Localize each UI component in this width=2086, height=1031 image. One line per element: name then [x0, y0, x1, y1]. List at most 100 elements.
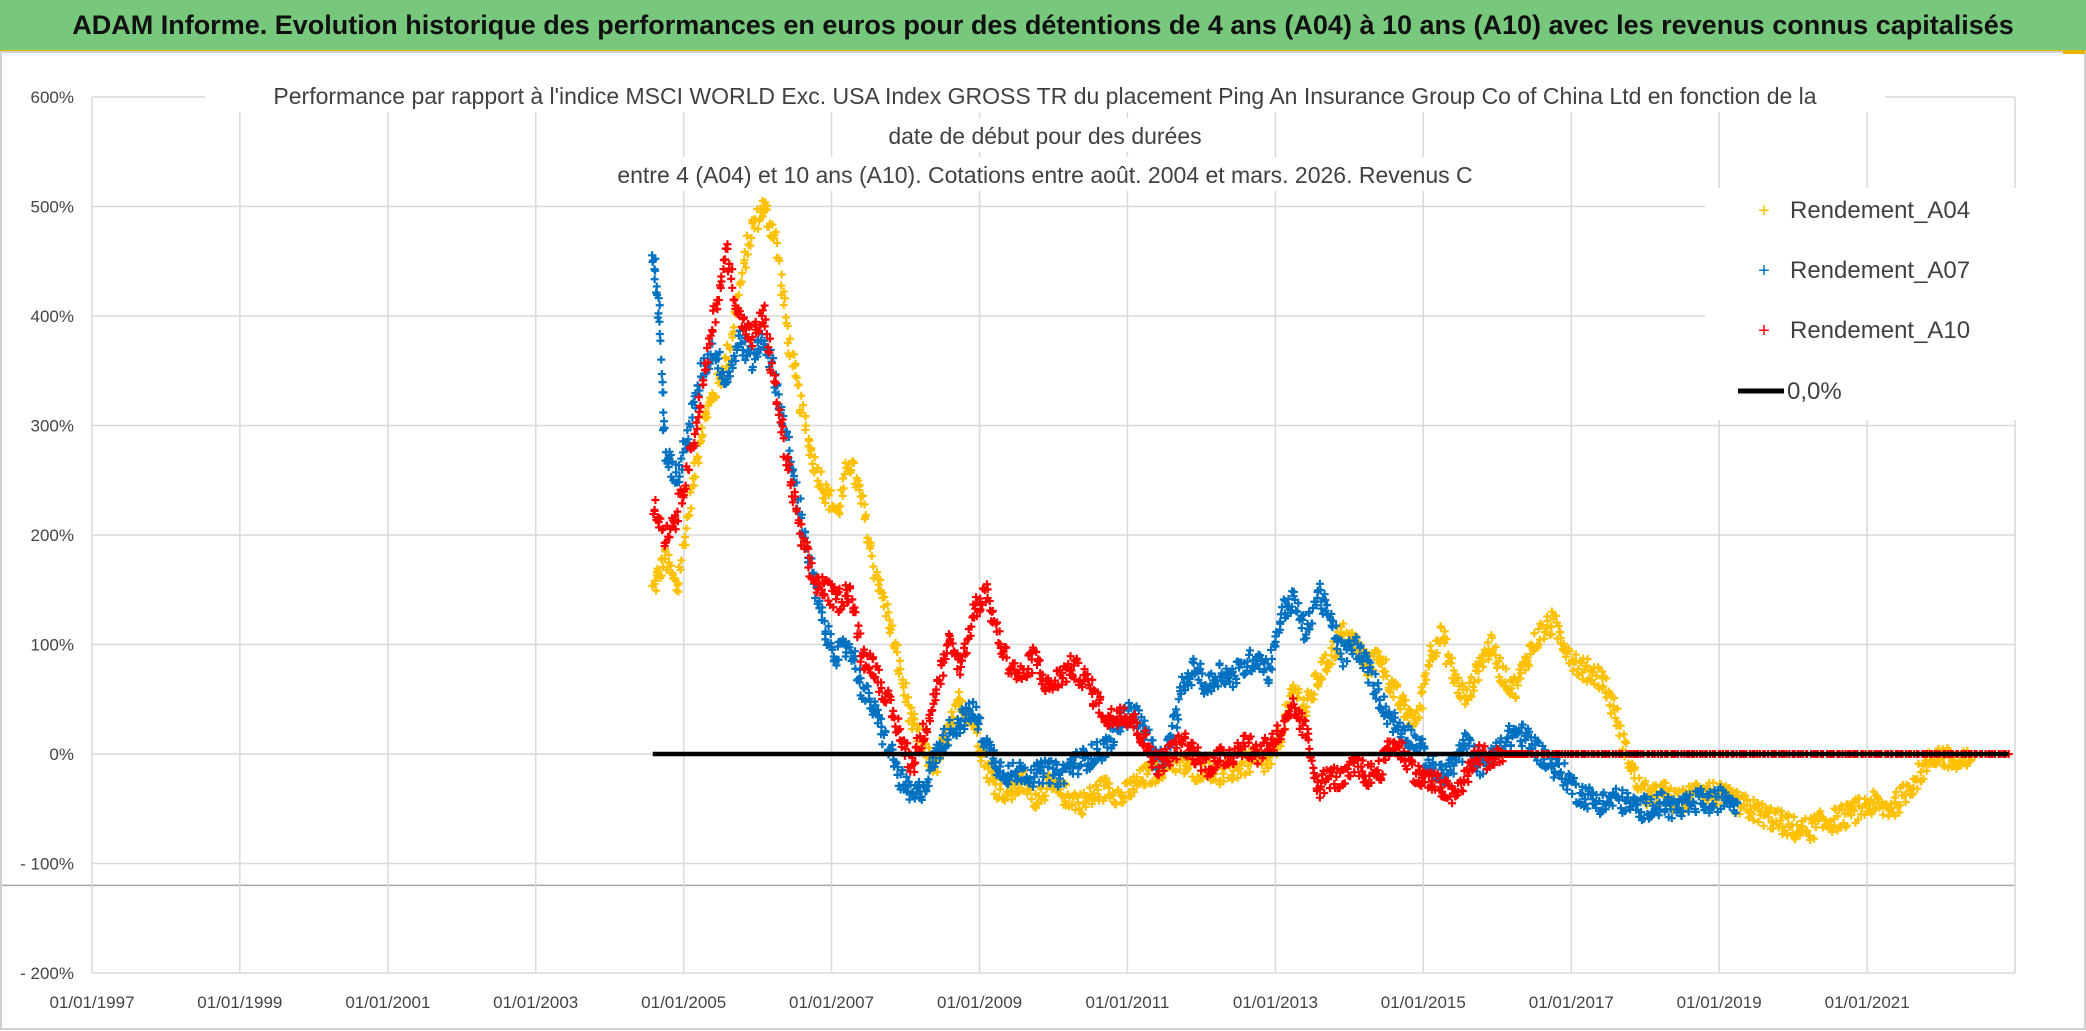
data-point [676, 565, 685, 574]
data-point [715, 348, 724, 357]
data-point [1637, 808, 1646, 817]
data-point [1505, 721, 1514, 730]
data-point [1196, 679, 1205, 688]
data-point [1462, 694, 1471, 703]
x-tick-label: 01/01/2013 [1233, 993, 1318, 1012]
data-point [1058, 792, 1067, 801]
data-point [779, 300, 788, 309]
data-point [1854, 815, 1863, 824]
data-point [893, 641, 902, 650]
data-point [1187, 681, 1196, 690]
data-point [821, 498, 830, 507]
data-point [713, 305, 722, 314]
data-point [1390, 713, 1399, 722]
data-point [1776, 816, 1785, 825]
data-point [1418, 704, 1427, 713]
data-point [1321, 606, 1330, 615]
data-point [1901, 797, 1910, 806]
data-point [1219, 769, 1228, 778]
data-point [675, 472, 684, 481]
data-point [748, 363, 757, 372]
data-point [808, 459, 817, 468]
data-point [1554, 621, 1563, 630]
data-point [914, 724, 923, 733]
data-point [1538, 741, 1547, 750]
data-point [829, 603, 838, 612]
data-point [1215, 659, 1224, 668]
data-point [1132, 718, 1141, 727]
data-point [1321, 596, 1330, 605]
data-point [1511, 693, 1520, 702]
data-point [1433, 769, 1442, 778]
data-point [1267, 665, 1276, 674]
data-point [856, 657, 865, 666]
data-point [824, 622, 833, 631]
data-point [1356, 641, 1365, 650]
data-point [678, 499, 687, 508]
data-point [1403, 736, 1412, 745]
data-point [1171, 767, 1180, 776]
data-point [1733, 799, 1742, 808]
data-point [1922, 766, 1931, 775]
data-point [941, 655, 950, 664]
data-point [865, 664, 874, 673]
data-point [1093, 785, 1102, 794]
data-point [714, 296, 723, 305]
data-point [818, 573, 827, 582]
data-point [966, 716, 975, 725]
data-point [820, 591, 829, 600]
data-point [1044, 674, 1053, 683]
data-point [1105, 779, 1114, 788]
data-point [948, 639, 957, 648]
data-point [860, 514, 869, 523]
data-point [1506, 741, 1515, 750]
data-point [1395, 699, 1404, 708]
data-point [1571, 650, 1580, 659]
data-point [671, 525, 680, 534]
data-point [1260, 665, 1269, 674]
data-point [747, 234, 756, 243]
data-point [1437, 765, 1446, 774]
data-point [1375, 695, 1384, 704]
legend-label-a07: Rendement_A07 [1790, 257, 1970, 284]
data-point [1587, 675, 1596, 684]
data-point [804, 435, 813, 444]
data-point [888, 621, 897, 630]
data-point [1666, 784, 1675, 793]
data-point [1008, 758, 1017, 767]
data-point [1525, 727, 1534, 736]
data-point [887, 625, 896, 634]
data-point [1233, 773, 1242, 782]
data-point [705, 339, 714, 348]
data-point [907, 703, 916, 712]
series-Rendement_A10 [649, 240, 2013, 808]
data-point [771, 371, 780, 380]
data-point [841, 581, 850, 590]
data-point [1382, 671, 1391, 680]
chart-title-line-3: entre 4 (A04) et 10 ans (A10). Cotations… [617, 162, 1472, 188]
data-point [650, 576, 659, 585]
data-point [1590, 680, 1599, 689]
data-point [1074, 658, 1083, 667]
data-point [1892, 788, 1901, 797]
data-point [1674, 803, 1683, 812]
data-point [1443, 777, 1452, 786]
data-point [1158, 774, 1167, 783]
data-point [1055, 774, 1064, 783]
data-point [1480, 742, 1489, 751]
data-point [830, 583, 839, 592]
data-point [1850, 806, 1859, 815]
data-point [751, 317, 760, 326]
data-point [1789, 812, 1798, 821]
data-point [985, 596, 994, 605]
data-point [1583, 804, 1592, 813]
data-point [1316, 586, 1325, 595]
data-point [838, 474, 847, 483]
data-point [836, 501, 845, 510]
data-point [884, 608, 893, 617]
data-point [1149, 756, 1158, 765]
data-point [1000, 796, 1009, 805]
data-point [1007, 795, 1016, 804]
data-point [1154, 771, 1163, 780]
data-point [758, 212, 767, 221]
